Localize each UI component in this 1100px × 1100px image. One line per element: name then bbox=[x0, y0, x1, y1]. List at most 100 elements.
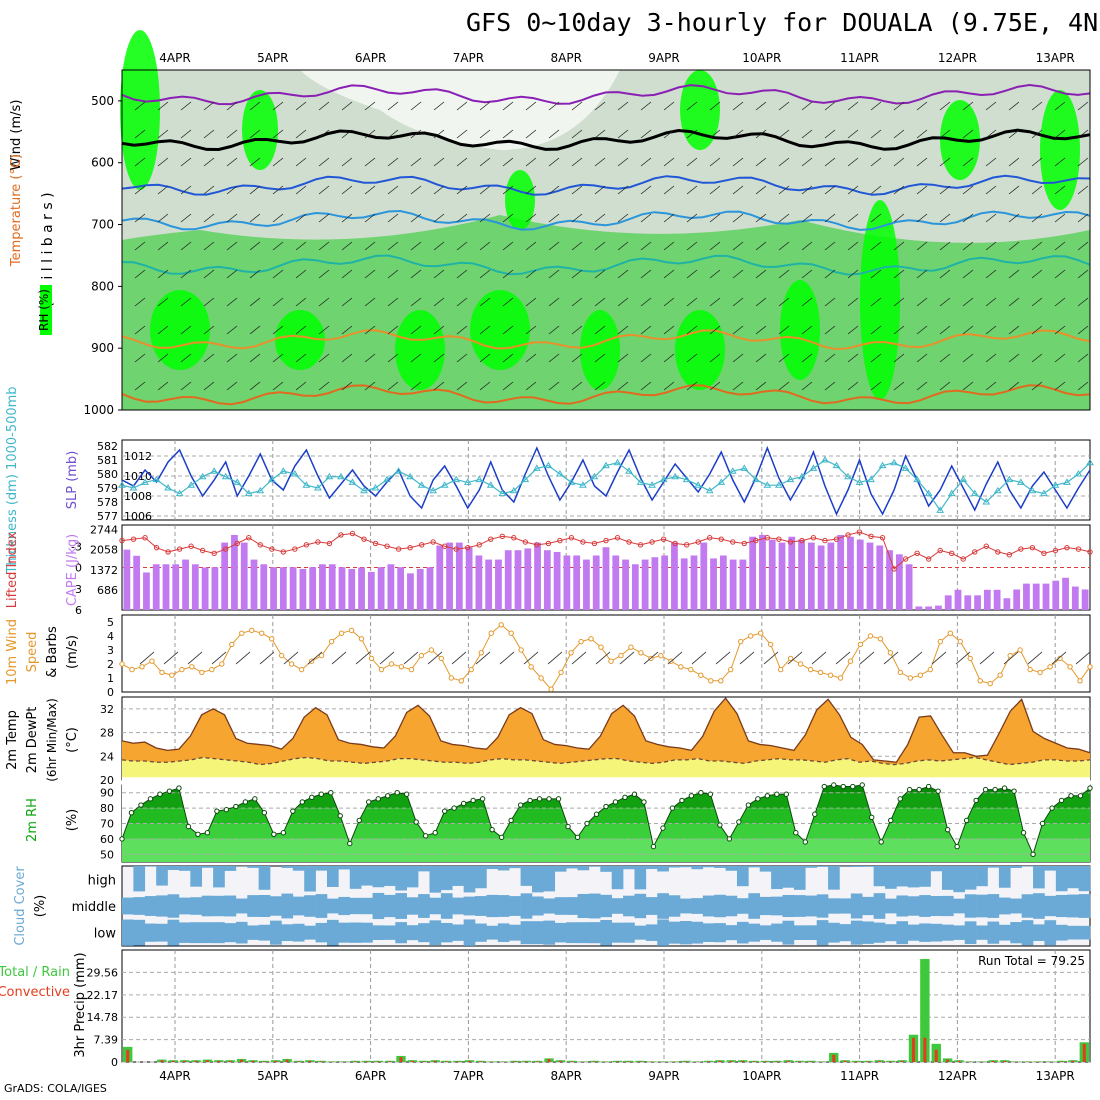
surface-wind-barb bbox=[139, 651, 155, 665]
wind-barb bbox=[732, 101, 744, 111]
wind-barb bbox=[479, 269, 491, 279]
rh-point bbox=[517, 802, 524, 808]
cloud-cell bbox=[463, 919, 476, 946]
wind-barb bbox=[824, 213, 836, 223]
cloud-cell bbox=[395, 866, 408, 891]
wind-barb bbox=[318, 213, 330, 223]
cloud-cell bbox=[178, 866, 191, 871]
wind-barb bbox=[341, 381, 353, 391]
wind-barb bbox=[1008, 353, 1020, 363]
wind-barb bbox=[571, 129, 583, 139]
wind-barb bbox=[962, 213, 974, 223]
cape-bar bbox=[856, 539, 864, 610]
surface-wind-barb bbox=[331, 651, 347, 665]
wind-speed-point bbox=[229, 641, 235, 648]
cloud-cell bbox=[964, 921, 977, 944]
cloud-cell bbox=[862, 921, 874, 944]
thickness-point bbox=[659, 475, 668, 483]
cloud-cell bbox=[406, 925, 419, 941]
precip-tick-label: 29.56 bbox=[87, 966, 119, 979]
thickness-point bbox=[717, 478, 726, 485]
cloud-cell bbox=[634, 925, 647, 940]
rh-point bbox=[195, 831, 201, 837]
lifted-index-point bbox=[902, 556, 909, 562]
rh-axis-title-a: 2m RH bbox=[25, 798, 40, 842]
wind-barb bbox=[732, 353, 744, 363]
wind-barb bbox=[870, 353, 882, 363]
wind-barb bbox=[893, 297, 905, 307]
cape-bar bbox=[524, 548, 532, 610]
li-tick-label: -3 bbox=[71, 540, 82, 553]
lifted-index-point bbox=[1087, 549, 1093, 555]
wind-barb bbox=[663, 381, 675, 391]
wind-barb bbox=[249, 129, 261, 139]
wind-speed-point bbox=[458, 678, 464, 684]
thickness-point bbox=[636, 478, 645, 485]
cloud-cell bbox=[133, 866, 146, 892]
cape-bar bbox=[895, 554, 903, 610]
wind-barb bbox=[893, 269, 905, 279]
wind-barb bbox=[525, 213, 537, 223]
wind-barb bbox=[939, 241, 951, 251]
wind-barb bbox=[1077, 297, 1089, 307]
slp-tick-label: 1006 bbox=[124, 510, 152, 523]
thickness-point bbox=[290, 470, 299, 477]
wind-barb bbox=[249, 157, 261, 167]
cloud-cell bbox=[680, 866, 692, 868]
rh-point bbox=[1087, 785, 1093, 791]
wind-speed-point bbox=[498, 622, 504, 628]
wind-barb bbox=[272, 101, 284, 111]
wind-barb bbox=[617, 185, 629, 195]
cloud-cell bbox=[201, 895, 214, 917]
thickness-point bbox=[602, 461, 610, 469]
cloud-cell bbox=[338, 922, 351, 943]
cape-bar bbox=[143, 572, 150, 610]
cloud-cell bbox=[577, 866, 590, 871]
cloud-cell bbox=[497, 923, 510, 942]
wind-speed-point bbox=[1027, 666, 1033, 673]
wind-barb bbox=[525, 353, 537, 363]
wind-barb bbox=[502, 241, 514, 251]
wind-barb bbox=[801, 381, 813, 391]
lifted-index-point bbox=[188, 543, 194, 549]
wind-barb bbox=[686, 241, 698, 251]
wind-barb bbox=[686, 129, 698, 139]
wind-barb bbox=[548, 381, 560, 391]
cloud-cell bbox=[953, 925, 966, 940]
thickness-point bbox=[832, 461, 841, 469]
wind-barb bbox=[341, 157, 353, 167]
rh-legend-swatch bbox=[40, 285, 52, 335]
wind-barb bbox=[571, 157, 583, 167]
cloud-cell bbox=[156, 923, 168, 942]
rh-point bbox=[290, 808, 296, 814]
wind-barb bbox=[1077, 185, 1089, 195]
wind-barb bbox=[364, 353, 376, 363]
cloud-cell bbox=[486, 866, 499, 870]
wind-barb bbox=[847, 269, 859, 279]
wind-barb bbox=[180, 213, 192, 223]
cape-bar bbox=[348, 568, 356, 610]
rh-tick-label: 50 bbox=[100, 848, 114, 861]
wind-barb bbox=[962, 353, 974, 363]
wind-barb bbox=[203, 241, 215, 251]
wind-barb bbox=[962, 381, 974, 391]
wind-barb bbox=[870, 325, 882, 335]
wind-barb bbox=[272, 185, 284, 195]
lifted-index-point bbox=[372, 540, 379, 547]
wind-barb bbox=[295, 185, 307, 195]
cloud-cell bbox=[224, 866, 237, 871]
cloud-cell bbox=[543, 898, 556, 914]
thickness-point bbox=[936, 506, 945, 513]
rh-point bbox=[982, 786, 989, 793]
cloud-cell bbox=[258, 866, 271, 890]
lifted-index-point bbox=[1029, 544, 1036, 551]
cape-bar bbox=[915, 606, 923, 610]
wind-barb bbox=[295, 269, 307, 279]
cloud-cell bbox=[736, 898, 749, 914]
lifted-index-point bbox=[879, 535, 886, 541]
cloud-cell bbox=[1067, 925, 1079, 940]
thickness-point bbox=[740, 464, 749, 471]
lifted-index-point bbox=[983, 543, 989, 549]
precip-convective-bar bbox=[570, 1061, 574, 1062]
surface-wind-barb bbox=[931, 651, 947, 665]
